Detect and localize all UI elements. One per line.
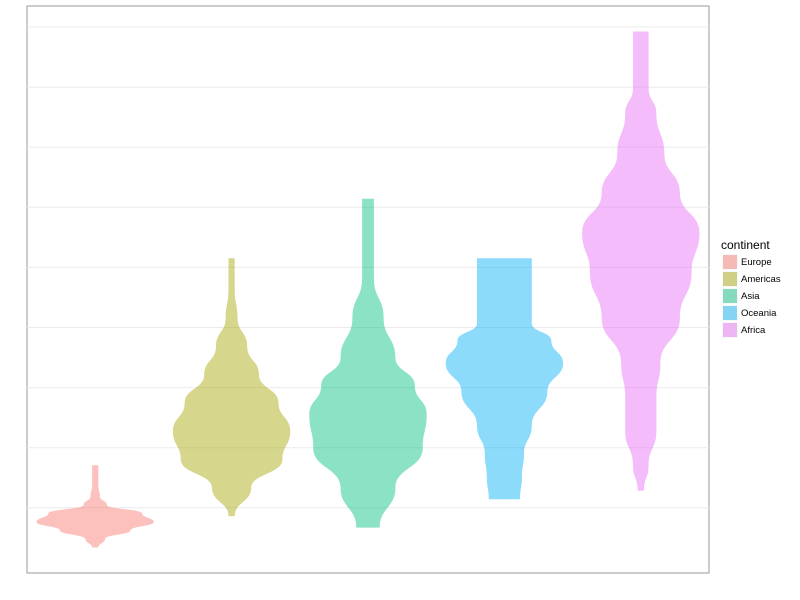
violin-asia (309, 198, 427, 528)
plot-background (26, 5, 710, 574)
gridlines (27, 26, 709, 509)
legend-swatch-africa (723, 323, 737, 337)
legend-label-africa: Africa (741, 325, 766, 336)
legend-swatch-americas (723, 272, 737, 286)
legend-label-americas: Americas (741, 274, 781, 285)
legend-key-africa (721, 321, 739, 339)
legend-key-europe (721, 253, 739, 271)
violin-oceania (445, 258, 564, 500)
legend-label-oceania: Oceania (741, 308, 777, 319)
violin-africa (582, 31, 700, 491)
legend-label-europe: Europe (741, 257, 772, 268)
legend-swatch-europe (723, 255, 737, 269)
legend-key-americas (721, 270, 739, 288)
legend-label-asia: Asia (741, 291, 760, 302)
legend-title: continent (721, 238, 770, 252)
legend: continent Europe Americas Asia Oceania Afric… (721, 238, 781, 339)
legend-swatch-asia (723, 289, 737, 303)
legend-key-oceania (721, 304, 739, 322)
violin-europe (36, 465, 154, 548)
legend-swatch-oceania (723, 306, 737, 320)
violins (36, 31, 700, 548)
legend-key-asia (721, 287, 739, 305)
violin-americas (172, 258, 291, 517)
